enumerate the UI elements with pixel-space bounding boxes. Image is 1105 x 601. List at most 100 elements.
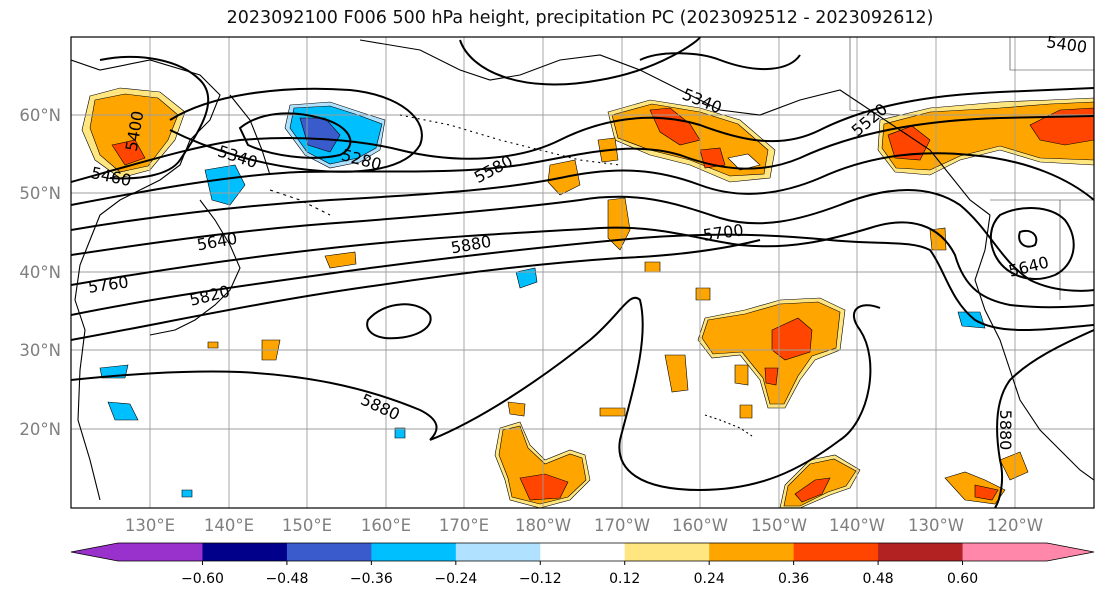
height-contour: [71, 239, 761, 341]
precip-area: [957, 311, 986, 329]
contour-label: 5880: [996, 410, 1015, 451]
colorbar-tick-label: −0.36: [350, 571, 393, 587]
colorbar-segment: [624, 543, 710, 561]
height-contour: [994, 329, 1094, 508]
colorbar-tick-label: 0.24: [694, 571, 725, 587]
borders: [849, 37, 1094, 300]
precip-area: [507, 401, 526, 417]
colorbar-segment: [709, 543, 795, 561]
height-contour: [71, 152, 1094, 231]
height-contour: [71, 370, 438, 441]
height-contour: [989, 207, 1075, 280]
colorbar-tick-label: 0.60: [947, 571, 978, 587]
precip-area: [887, 125, 931, 161]
lon-label: 160°E: [361, 516, 411, 535]
precip-area: [734, 364, 749, 386]
colorbar-outline: [70, 542, 1095, 562]
height-contour: [366, 303, 432, 340]
height-contour: [71, 189, 1094, 292]
lon-label: 180°W: [515, 516, 571, 535]
lat-label: 60°N: [19, 106, 61, 125]
height-contour: [71, 115, 1094, 206]
precip-area: [644, 261, 661, 273]
precip-area: [999, 451, 1029, 481]
longitude-labels: 130°E 140°E 150°E 160°E 170°E 180°W 170°…: [125, 516, 1043, 535]
height-contour: [169, 87, 423, 173]
precip-area: [519, 473, 569, 501]
graticule: [71, 37, 1094, 508]
latitude-labels: 60°N 50°N 40°N 30°N 20°N: [19, 106, 61, 439]
precip-area: [324, 251, 357, 269]
border: [849, 109, 901, 116]
coastline-hawaii: [704, 414, 753, 437]
colorbar-segment: [793, 543, 879, 561]
coastline-alaska: [359, 39, 991, 216]
height-contour: [639, 52, 801, 71]
colorbar-tick-label: 0.36: [778, 571, 809, 587]
colorbar-segment: [455, 543, 541, 561]
precip-area: [727, 153, 761, 171]
lon-label: 160°W: [672, 516, 728, 535]
precip-area: [929, 227, 947, 251]
lon-label: 150°W: [751, 516, 807, 535]
colorbar-segment: [540, 543, 626, 561]
height-contours: [71, 37, 1094, 508]
precip-area: [181, 489, 193, 498]
coastline-aleutian: [399, 114, 621, 166]
lat-label: 40°N: [19, 263, 61, 282]
coastline-japan: [149, 199, 241, 336]
height-contour: [238, 112, 352, 159]
lon-label: 140°E: [204, 516, 254, 535]
precip-area: [204, 164, 246, 206]
height-contour: [99, 55, 210, 180]
precip-area: [695, 287, 711, 301]
colorbar-segment: [962, 543, 1048, 561]
colorbar-tick-label: 0.48: [863, 571, 894, 587]
height-contour: [429, 296, 881, 492]
lon-label: 130°E: [125, 516, 175, 535]
precip-area: [107, 401, 139, 421]
colorbar-extend-min: [71, 543, 118, 561]
page-title: 2023092100 F006 500 hPa height, precipit…: [226, 8, 934, 28]
height-contour: [71, 233, 1094, 331]
precip-area: [664, 354, 689, 393]
border: [1009, 37, 1094, 71]
colorbar-tick-label: 0.12: [609, 571, 640, 587]
map-frame: [70, 36, 1095, 509]
precip-area: [111, 139, 146, 166]
colorbar-tick-label: −0.12: [519, 571, 562, 587]
colorbar-tick-label: −0.24: [434, 571, 477, 587]
precip-area: [794, 477, 831, 503]
colorbar-tick-label: −0.48: [265, 571, 308, 587]
lat-label: 30°N: [19, 341, 61, 360]
height-contour: [459, 37, 701, 86]
precip-area: [599, 407, 626, 417]
height-contour: [1018, 229, 1038, 248]
colorbar-tick-label: −0.60: [181, 571, 224, 587]
precip-positive-areas: [81, 87, 1094, 508]
lon-label: 120°W: [987, 516, 1043, 535]
precip-area: [394, 427, 406, 439]
colorbar: −0.60 −0.48 −0.36 −0.24 −0.12 0.12 0.24 0.36 0.4…: [70, 542, 1095, 587]
precip-area: [764, 367, 779, 386]
colorbar-segment: [118, 543, 203, 561]
colorbar-segment: [286, 543, 372, 561]
precip-area: [739, 404, 753, 419]
lat-label: 50°N: [19, 184, 61, 203]
precip-area: [974, 484, 999, 501]
lon-label: 140°W: [829, 516, 885, 535]
precip-area: [89, 93, 179, 173]
precip-area: [515, 267, 538, 289]
lon-label: 150°E: [282, 516, 332, 535]
lon-label: 130°W: [908, 516, 964, 535]
coastline-na-west: [974, 214, 1094, 481]
colorbar-segment: [371, 543, 457, 561]
colorbar-segment: [878, 543, 964, 561]
lat-label: 20°N: [19, 420, 61, 439]
colorbar-segment: [202, 543, 288, 561]
height-contour: [71, 87, 1094, 183]
colorbar-extend-max: [1047, 543, 1094, 561]
precip-area: [207, 341, 219, 349]
lon-label: 170°E: [439, 516, 489, 535]
